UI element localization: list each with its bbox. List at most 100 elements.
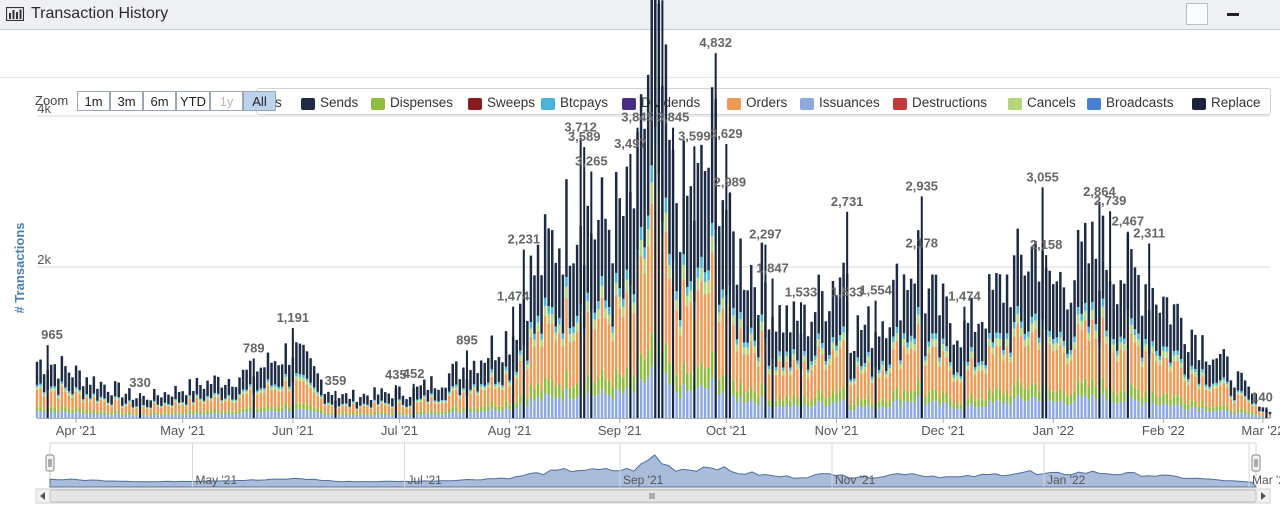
bar-segment (781, 370, 785, 376)
bar-segment (959, 382, 963, 404)
bar-peak (1041, 187, 1044, 418)
bar-segment (654, 171, 657, 320)
bar-segment (913, 401, 916, 418)
bar-segment (1041, 397, 1044, 418)
bar-segment (1147, 396, 1151, 406)
bar-segment (522, 344, 526, 350)
legend-item[interactable]: Sweeps (487, 95, 536, 110)
legend-item[interactable]: Orders (746, 95, 788, 110)
bar-segment (380, 412, 383, 415)
bar-segment (941, 350, 945, 392)
bar-segment (860, 369, 863, 374)
bar-segment (678, 384, 682, 399)
bar-segment (622, 316, 625, 378)
bar-segment (760, 330, 764, 383)
zoom-ytd-button[interactable]: YTD (176, 91, 210, 111)
bar-segment (582, 387, 586, 400)
bar-segment (625, 279, 629, 293)
bar-segment (927, 402, 931, 418)
bar-segment (1240, 412, 1243, 418)
bar-segment (110, 395, 113, 405)
bar-segment (309, 410, 312, 418)
bar-segment (721, 391, 725, 418)
bar-segment (931, 346, 934, 390)
bar-segment (1247, 414, 1250, 418)
chevron-right-icon (1261, 492, 1266, 500)
bar-segment (714, 98, 717, 230)
bar-segment (455, 384, 458, 387)
bar-segment (622, 377, 625, 394)
legend-item[interactable]: Destructions (912, 95, 988, 110)
bar-segment (277, 411, 280, 418)
bar-segment (536, 331, 540, 384)
bar-segment (547, 228, 550, 307)
bar-segment (1133, 342, 1137, 388)
bar-segment (398, 399, 401, 401)
bar-segment (412, 400, 415, 402)
bar-segment (1201, 401, 1204, 409)
bar-segment (455, 389, 458, 407)
bar-segment (1204, 406, 1208, 412)
bar-segment (1105, 336, 1108, 344)
zoom-1m-button[interactable]: 1m (77, 91, 110, 111)
bar-segment (252, 409, 255, 414)
legend-item[interactable]: Issuances (819, 95, 880, 110)
bar-segment (792, 394, 796, 405)
bar-segment (71, 413, 74, 418)
bar-segment (153, 388, 156, 401)
bar-segment (508, 354, 511, 381)
bar-segment (842, 262, 845, 327)
legend-item[interactable]: Broadcasts (1106, 95, 1174, 110)
bar-segment (270, 387, 273, 391)
legend-item[interactable]: Cancels (1027, 95, 1076, 110)
bar-segment (995, 272, 998, 333)
legend-item[interactable]: Dispenses (390, 95, 454, 110)
bar-segment (433, 403, 437, 413)
bar-segment (899, 369, 902, 399)
bar-segment (1137, 346, 1140, 390)
zoom-6m-button[interactable]: 6m (143, 91, 176, 111)
bar-segment (1151, 287, 1154, 342)
bar-segment (1027, 271, 1030, 332)
bar-segment (778, 404, 781, 418)
bar-segment (192, 403, 195, 405)
legend-item[interactable]: Btcpays (560, 95, 609, 110)
bar-segment (81, 411, 85, 415)
zoom-all-button[interactable]: All (243, 91, 276, 111)
maximize-icon[interactable] (1186, 3, 1208, 25)
bar-segment (113, 399, 117, 411)
bar-segment (888, 368, 892, 373)
bar-segment (1165, 346, 1169, 352)
bar-segment (494, 389, 497, 407)
bar-segment (312, 389, 316, 393)
bar-segment (1119, 390, 1123, 402)
bar-segment (113, 413, 117, 418)
bar-segment (316, 395, 319, 410)
bar-segment (529, 328, 533, 337)
bar-segment (664, 343, 668, 374)
bar-segment (622, 298, 625, 307)
bar-segment (764, 390, 767, 402)
bar-segment (1080, 329, 1083, 383)
bar-segment (988, 389, 991, 401)
zoom-3m-button[interactable]: 3m (110, 91, 143, 111)
minimize-icon[interactable] (1222, 5, 1244, 25)
bar-segment (835, 350, 838, 357)
bar-segment (774, 407, 778, 418)
legend-item[interactable]: Sends (320, 95, 359, 110)
bar-segment (661, 235, 664, 252)
bar-segment (735, 402, 739, 418)
bar-segment (732, 307, 735, 316)
bar-segment (64, 411, 67, 418)
zoom-1y-button[interactable]: 1y (210, 91, 243, 111)
bar-segment (121, 406, 124, 408)
legend-item[interactable]: Dividends (641, 95, 701, 110)
bar-segment (657, 335, 661, 369)
bar-segment (767, 373, 771, 401)
bar-segment (241, 408, 245, 413)
bar-segment (220, 414, 224, 418)
legend-item[interactable]: Replace (1211, 95, 1261, 110)
bar-segment (202, 388, 206, 401)
bar-segment (938, 357, 941, 362)
bar-segment (803, 355, 806, 362)
